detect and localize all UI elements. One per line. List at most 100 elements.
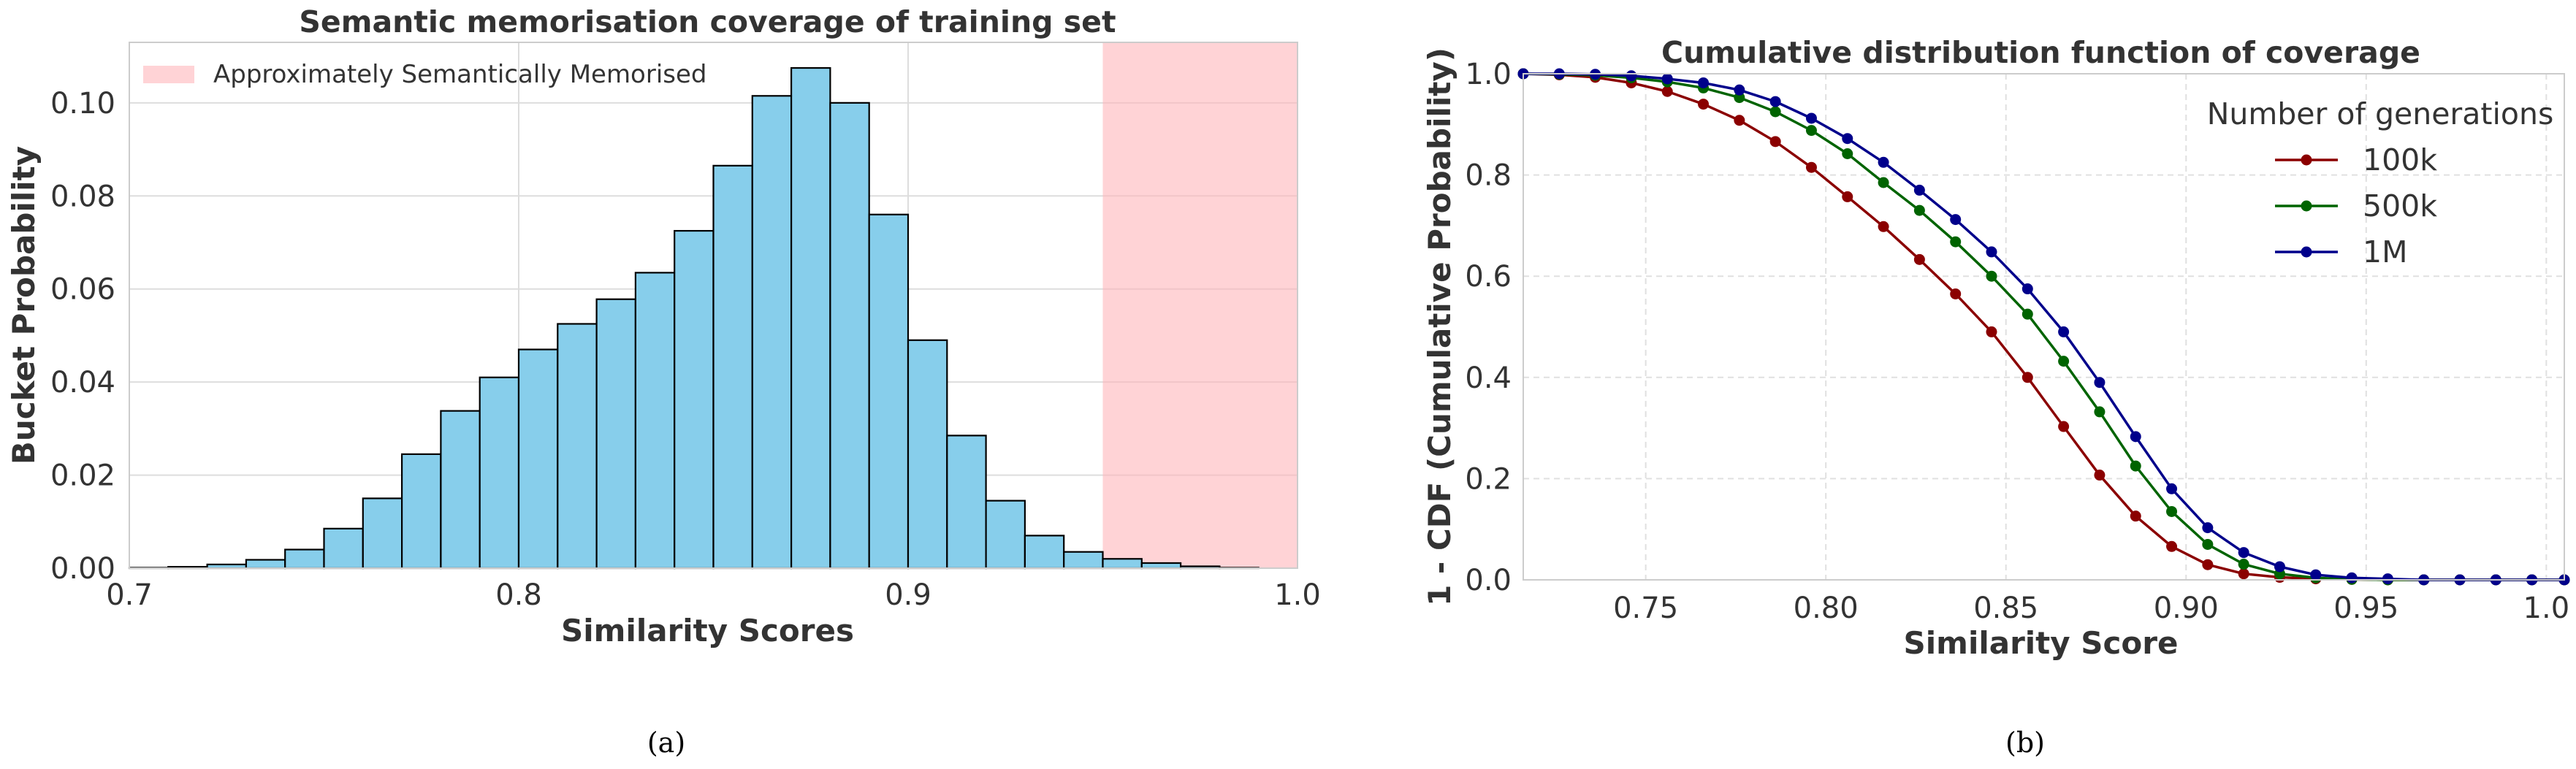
cdf-line-1m <box>1523 72 2564 581</box>
cdf-point-1m-16 <box>2058 326 2070 337</box>
cdf-point-1m-20 <box>2202 522 2214 534</box>
cdf-point-1m-19 <box>2166 483 2178 494</box>
cdf-legend-label-1m: 1M <box>2363 234 2407 269</box>
histogram-plot-frame <box>129 42 1298 569</box>
cdf-point-1m-7 <box>1734 84 1745 96</box>
histogram-y-ticks: 0.00 0.02 0.04 0.06 0.08 0.10 <box>50 87 115 586</box>
histogram-x-tick-0-7: 0.7 <box>106 578 153 612</box>
cdf-point-100k-8 <box>1769 136 1781 148</box>
cdf-point-1m-13 <box>1950 214 1962 226</box>
cdf-plot-frame <box>1523 73 2565 581</box>
cdf-point-1m-21 <box>2238 547 2249 559</box>
histogram-bar-25 <box>1063 551 1104 570</box>
cdf-point-100k-6 <box>1698 99 1710 110</box>
histogram-bar-15 <box>674 229 715 570</box>
histogram-y-tick-0-06: 0.06 <box>50 273 115 307</box>
cdf-legend-item-1m: 1M <box>2275 234 2407 269</box>
cdf-point-500k-18 <box>2130 460 2141 472</box>
cdf-point-1m-18 <box>2130 431 2141 443</box>
cdf-y-axis-label: 1 - CDF (Cumulative Probability) <box>1422 47 1457 606</box>
cdf-legend-item-100k: 100k <box>2275 142 2437 177</box>
histogram-bar-7 <box>362 497 403 570</box>
cdf-point-500k-16 <box>2058 356 2070 367</box>
histogram-x-tick-0-8: 0.8 <box>495 578 542 612</box>
histogram-bar-4 <box>245 559 286 570</box>
cdf-y-tick-0-6: 0.6 <box>1465 260 1512 294</box>
histogram-y-tick-0-00: 0.00 <box>50 552 115 586</box>
cdf-point-1m-17 <box>2094 377 2106 389</box>
cdf-y-tick-0-8: 0.8 <box>1465 159 1512 193</box>
cdf-point-500k-21 <box>2238 559 2249 570</box>
cdf-point-500k-20 <box>2202 538 2214 550</box>
cdf-series <box>1517 68 2570 586</box>
cdf-point-500k-14 <box>1986 270 1997 282</box>
cdf-point-100k-5 <box>1661 85 1673 97</box>
cdf-point-100k-9 <box>1805 161 1817 173</box>
histogram-y-tick-0-02: 0.02 <box>50 459 115 493</box>
cdf-point-100k-14 <box>1986 326 1997 337</box>
cdf-point-1m-14 <box>1986 246 1997 258</box>
cdf-point-1m-5 <box>1661 73 1673 85</box>
cdf-legend-item-500k: 500k <box>2275 188 2437 223</box>
cdf-point-500k-10 <box>1842 148 1853 159</box>
histogram-bar-14 <box>634 272 676 570</box>
histogram-legend: Approximately Semantically Memorised <box>143 60 707 89</box>
histogram-x-axis-label: Similarity Scores <box>561 613 854 649</box>
histogram-bar-10 <box>479 376 520 570</box>
histogram-bar-23 <box>985 500 1026 570</box>
histogram-bar-20 <box>868 213 910 570</box>
cdf-point-1m-23 <box>2310 569 2322 581</box>
cdf-point-1m-15 <box>2021 283 2033 295</box>
histogram-bar-12 <box>557 323 598 570</box>
cdf-x-ticks: 0.75 0.80 0.85 0.90 0.95 1.0 <box>1613 592 2569 625</box>
cdf-y-tick-1-0: 1.0 <box>1465 58 1512 91</box>
histogram-bar-8 <box>400 453 442 570</box>
cdf-legend-marker-500k <box>2301 200 2312 212</box>
histogram-y-tick-0-04: 0.04 <box>50 366 115 399</box>
histogram-bar-21 <box>907 339 948 570</box>
histogram-bar-19 <box>829 102 870 570</box>
cdf-point-500k-19 <box>2166 505 2178 517</box>
cdf-point-500k-11 <box>1878 177 1889 188</box>
histogram-bar-6 <box>323 527 364 570</box>
histogram-bar-24 <box>1024 535 1065 570</box>
histogram-y-tick-0-10: 0.10 <box>50 87 115 120</box>
histogram-bar-13 <box>595 298 636 570</box>
histogram-y-axis-label: Bucket Probability <box>6 146 42 464</box>
cdf-point-100k-20 <box>2202 559 2214 570</box>
cdf-point-1m-22 <box>2274 561 2285 573</box>
cdf-point-1m-8 <box>1769 96 1781 107</box>
cdf-point-1m-25 <box>2382 573 2393 585</box>
cdf-y-tick-0-2: 0.2 <box>1465 462 1512 496</box>
histogram-x-tick-0-9: 0.9 <box>885 578 931 612</box>
cdf-point-100k-16 <box>2058 421 2070 432</box>
cdf-point-100k-11 <box>1878 221 1889 232</box>
cdf-point-100k-17 <box>2094 470 2106 481</box>
cdf-point-500k-13 <box>1950 236 1962 248</box>
cdf-y-tick-0-4: 0.4 <box>1465 361 1512 395</box>
cdf-x-axis-label: Similarity Score <box>1904 625 2179 661</box>
cdf-point-1m-9 <box>1805 112 1817 124</box>
cdf-x-tick-0-90: 0.90 <box>2154 592 2219 625</box>
histogram-bars <box>128 66 1260 570</box>
cdf-series-1m <box>1517 68 2570 586</box>
caption-b: (b) <box>2005 727 2045 759</box>
memorised-region-shading <box>1102 42 1297 568</box>
histogram-bar-26 <box>1102 558 1143 570</box>
histogram-panel: 0.7 0.8 0.9 1.0 0.00 0.02 0.04 0.06 0.08 0.10 Se… <box>6 4 1321 759</box>
legend-label-memorised: Approximately Semantically Memorised <box>213 60 707 89</box>
cdf-point-100k-15 <box>2021 372 2033 383</box>
cdf-x-tick-0-80: 0.80 <box>1794 592 1859 625</box>
cdf-x-tick-0-95: 0.95 <box>2333 592 2398 625</box>
cdf-grid <box>1523 73 2564 581</box>
cdf-point-100k-19 <box>2166 540 2178 552</box>
cdf-point-500k-8 <box>1769 106 1781 118</box>
cdf-point-1m-11 <box>1878 156 1889 168</box>
cdf-point-1m-24 <box>2346 572 2358 584</box>
cdf-point-100k-12 <box>1913 253 1925 265</box>
histogram-bar-11 <box>517 348 559 570</box>
cdf-y-ticks: 0.0 0.2 0.4 0.6 0.8 1.0 <box>1465 58 1512 597</box>
cdf-point-1m-12 <box>1913 184 1925 196</box>
cdf-legend: Number of generations 100k 500k 1M <box>2207 96 2554 269</box>
cdf-point-100k-13 <box>1950 288 1962 299</box>
